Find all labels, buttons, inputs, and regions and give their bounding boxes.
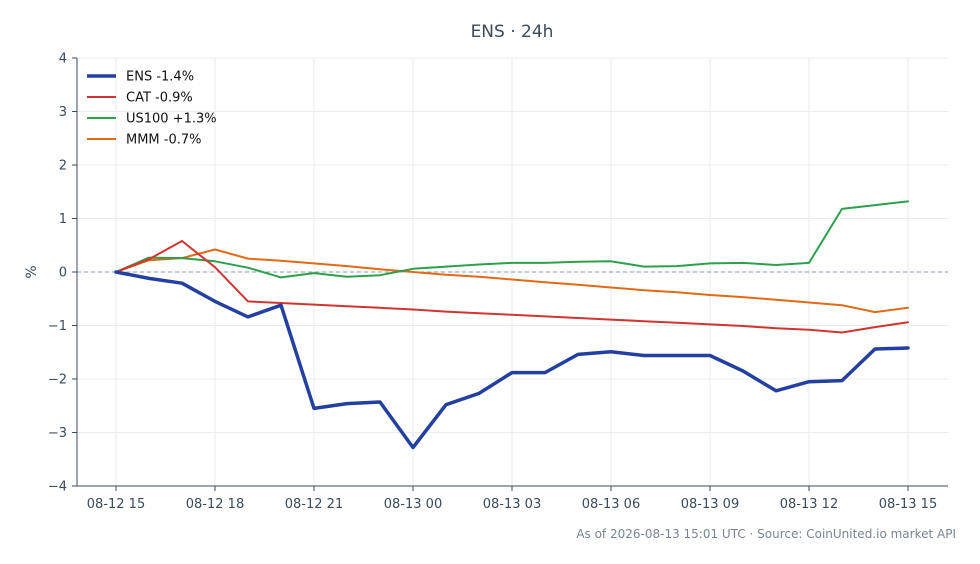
y-tick-label-5: 1 (59, 212, 67, 227)
series-line-3 (115, 248, 909, 314)
legend: ENS -1.4% CAT -0.9% US100 +1.3% MMM -0.7% (87, 70, 217, 148)
y-tick-label-1: −3 (48, 426, 67, 441)
series-line-2 (115, 200, 909, 279)
y-tick-label-8: 4 (59, 52, 67, 67)
y-tick-label-6: 2 (59, 159, 67, 174)
legend-label-2: US100 +1.3% (126, 112, 217, 127)
x-tick-label-6: 08-13 09 (681, 497, 739, 512)
y-axis-label: % (24, 265, 40, 278)
legend-label-1: CAT -0.9% (126, 91, 193, 106)
x-tick-label-8: 08-13 15 (879, 497, 937, 512)
x-tick-label-3: 08-13 00 (384, 497, 442, 512)
footer-source: As of 2026-08-13 15:01 UTC · Source: Coi… (576, 527, 956, 541)
series-line-1 (115, 240, 909, 334)
x-tick-label-2: 08-12 21 (285, 497, 343, 512)
x-tick-label-5: 08-13 06 (582, 497, 640, 512)
x-tick-label-4: 08-13 03 (483, 497, 541, 512)
chart-title: ENS · 24h (471, 22, 554, 42)
y-tick-label-2: −2 (48, 373, 67, 388)
series-layer (114, 200, 910, 450)
series-line-0 (114, 270, 910, 450)
y-tick-label-7: 3 (59, 105, 67, 120)
y-tick-label-3: −1 (48, 319, 67, 334)
legend-label-3: MMM -0.7% (126, 133, 202, 148)
x-tick-label-7: 08-13 12 (780, 497, 838, 512)
x-axis-ticks: 08-12 15 08-12 18 08-12 21 08-13 00 08-13 03… (87, 486, 937, 512)
legend-label-0: ENS -1.4% (126, 70, 194, 85)
y-axis-ticks: −4 −3 −2 −1 0 1 2 3 4 (48, 52, 77, 495)
y-tick-label-4: 0 (59, 266, 67, 281)
y-tick-label-0: −4 (48, 480, 67, 495)
x-tick-label-0: 08-12 15 (87, 497, 145, 512)
x-tick-label-1: 08-12 18 (186, 497, 244, 512)
